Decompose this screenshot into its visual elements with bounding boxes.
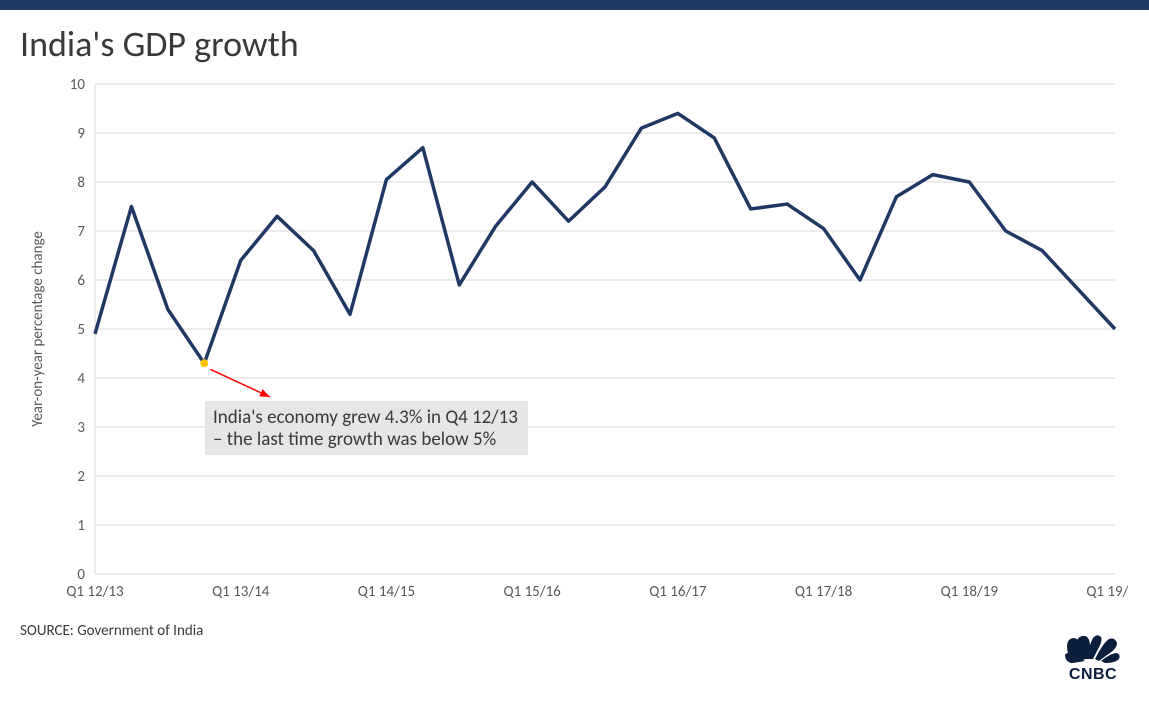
- svg-text:2: 2: [77, 468, 85, 486]
- chart-container: 012345678910 Q1 12/13Q1 13/14Q1 14/15Q1 …: [20, 74, 1128, 614]
- peacock-icon: [1061, 633, 1125, 663]
- top-accent-bar: [0, 0, 1149, 10]
- svg-text:Q1 15/16: Q1 15/16: [503, 583, 561, 601]
- y-axis-label: Year-on-year percentage change: [29, 231, 47, 427]
- svg-text:Q1 16/17: Q1 16/17: [649, 583, 707, 601]
- svg-text:Q1 14/15: Q1 14/15: [358, 583, 415, 601]
- gridlines: [95, 84, 1115, 574]
- svg-text:Q1 12/13: Q1 12/13: [66, 583, 124, 601]
- cnbc-logo: CNBC: [1061, 633, 1125, 685]
- gdp-series-line: [95, 113, 1115, 363]
- svg-text:6: 6: [77, 272, 85, 290]
- svg-text:0: 0: [77, 566, 85, 584]
- svg-text:Q1 17/18: Q1 17/18: [795, 583, 852, 601]
- chart-title: India's GDP growth: [20, 22, 1129, 66]
- svg-text:4: 4: [77, 370, 85, 388]
- svg-text:– the last time growth was bel: – the last time growth was below 5%: [213, 428, 496, 451]
- x-axis: Q1 12/13 Q1 13/14 Q1 14/15 Q1 15/16 Q1 16/17…: [66, 583, 1128, 601]
- svg-text:9: 9: [77, 125, 85, 143]
- source-attribution: SOURCE: Government of India: [20, 622, 1129, 640]
- svg-text:8: 8: [77, 174, 85, 192]
- svg-text:Q1 18/19: Q1 18/19: [941, 583, 999, 601]
- y-axis: 0 1 2 3 4 5 6 7 8 9 10: [70, 76, 95, 584]
- svg-text:1: 1: [77, 517, 85, 535]
- svg-text:7: 7: [77, 223, 85, 241]
- line-chart: 012345678910 Q1 12/13Q1 13/14Q1 14/15Q1 …: [20, 74, 1128, 614]
- cnbc-logo-text: CNBC: [1061, 666, 1125, 684]
- chart-content: India's GDP growth 0 1 2 3 4 5 6 7 8 9 10 Q1 12/13…: [0, 10, 1149, 640]
- svg-text:5: 5: [77, 321, 85, 339]
- svg-text:Q1 19/20: Q1 19/20: [1086, 583, 1128, 601]
- svg-text:India's economy grew 4.3% in Q: India's economy grew 4.3% in Q4 12/13: [213, 406, 518, 429]
- svg-text:10: 10: [70, 76, 86, 94]
- svg-text:Q1 13/14: Q1 13/14: [212, 583, 270, 601]
- svg-text:3: 3: [77, 419, 85, 437]
- annotation-callout: India's economy grew 4.3% in Q4 12/13– t…: [200, 359, 528, 455]
